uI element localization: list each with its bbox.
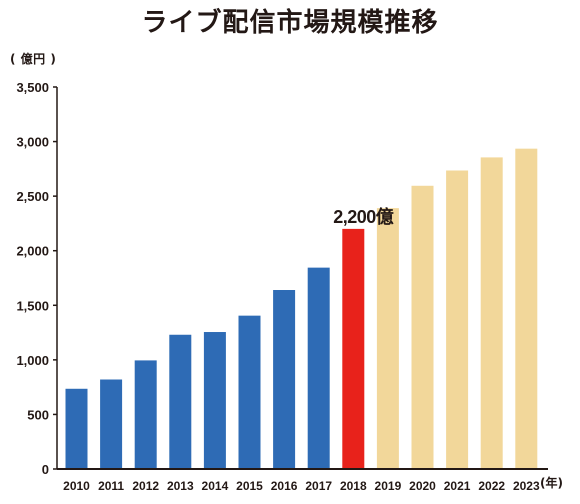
bar-2013 (169, 334, 192, 469)
bar-2015 (238, 315, 261, 469)
x-tick-label: 2011 (98, 479, 124, 493)
bar-2023 (515, 148, 538, 469)
x-tick-label: 2015 (236, 479, 263, 493)
bar-2017 (307, 267, 330, 469)
bar-2020 (411, 185, 434, 469)
bar-2018 (342, 228, 365, 469)
x-tick-label: 2022 (478, 479, 505, 493)
bar-2021 (446, 170, 469, 469)
x-axis-unit-label: (年) (540, 476, 563, 490)
data-label-annotation: 2,200億 (333, 206, 394, 227)
bar-2016 (273, 290, 296, 469)
bar-2014 (203, 332, 226, 469)
bar-2019 (376, 208, 399, 470)
y-tick-label: 2,000 (16, 244, 49, 259)
x-tick-label: 2010 (63, 479, 90, 493)
x-tick-label: 2021 (444, 479, 471, 493)
bar-2022 (480, 157, 503, 469)
y-tick-label: 1,500 (16, 298, 49, 313)
bar-2012 (134, 360, 157, 469)
x-tick-label: 2020 (409, 479, 436, 493)
y-tick-label: 500 (27, 407, 49, 422)
x-tick-label: 2017 (305, 479, 332, 493)
y-tick-label: 2,500 (16, 189, 49, 204)
x-tick-label: 2019 (375, 479, 402, 493)
chart-title: ライブ配信市場規模推移 (141, 8, 439, 38)
x-tick-label: 2014 (202, 479, 229, 493)
x-tick-label: 2013 (167, 479, 194, 493)
x-tick-label: 2012 (132, 479, 159, 493)
y-tick-label: 3,000 (16, 135, 49, 150)
x-tick-label: 2018 (340, 479, 367, 493)
y-tick-label: 0 (42, 462, 49, 477)
y-tick-label: 3,500 (16, 80, 49, 95)
y-tick-label: 1,000 (16, 353, 49, 368)
bar-2011 (100, 379, 123, 469)
bar-2010 (65, 388, 88, 469)
x-tick-label: 2023 (513, 479, 540, 493)
y-axis-unit-label: ( 億円 ) (10, 52, 57, 66)
x-tick-label: 2016 (271, 479, 298, 493)
